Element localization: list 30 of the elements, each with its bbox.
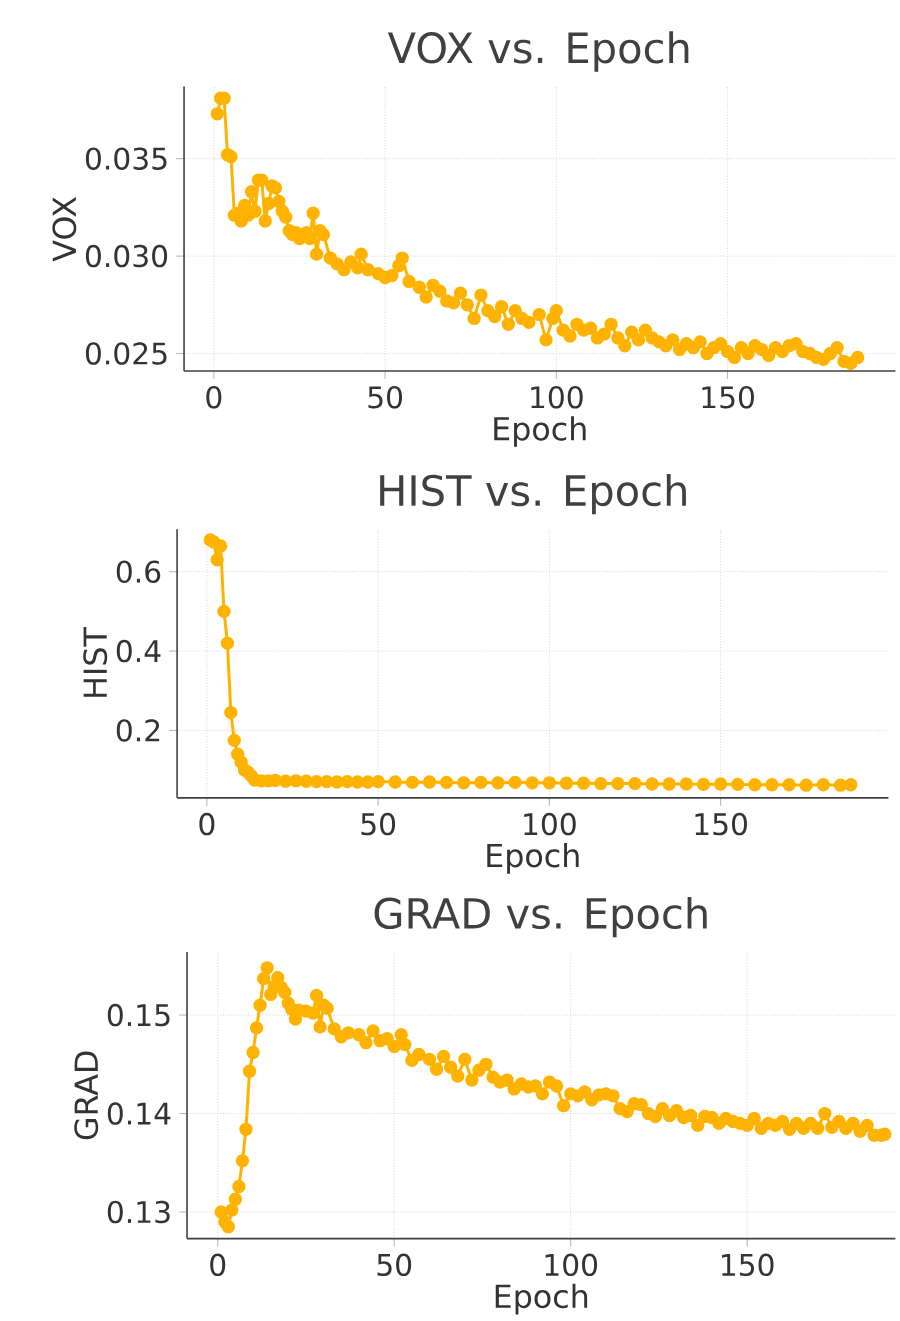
chart-title: HIST vs. Epoch bbox=[379, 474, 686, 515]
chart-title: VOX vs. Epoch bbox=[387, 31, 689, 72]
y-tick-label: 0.14 bbox=[107, 1102, 171, 1125]
x-tick-label: 0 bbox=[210, 1253, 226, 1277]
x-tick-label: 150 bbox=[702, 386, 754, 409]
x-axis-title: Epoch bbox=[495, 1283, 587, 1315]
y-tick-label: 0.2 bbox=[116, 719, 159, 742]
x-tick-label: 0 bbox=[199, 812, 215, 836]
y-axis-title: HIST bbox=[83, 627, 108, 697]
x-tick-label: 150 bbox=[721, 1253, 774, 1277]
x-tick-label: 100 bbox=[531, 386, 583, 409]
y-tick-label: 0.15 bbox=[107, 1003, 170, 1027]
x-tick-label: 50 bbox=[377, 1253, 411, 1277]
x-axis-title: Epoch bbox=[494, 416, 586, 447]
chart-title: GRAD vs. Epoch bbox=[374, 896, 707, 938]
y-tick-label: 0.13 bbox=[107, 1200, 170, 1224]
x-tick-label: 100 bbox=[545, 1253, 597, 1277]
y-tick-label: 0.6 bbox=[116, 560, 161, 583]
y-tick-label: 0.4 bbox=[116, 639, 161, 663]
y-axis-title: GRAD bbox=[74, 1051, 99, 1140]
y-tick-label: 0.030 bbox=[85, 244, 167, 268]
y-tick-label: 0.025 bbox=[85, 342, 167, 365]
x-tick-label: 50 bbox=[361, 812, 395, 836]
x-tick-label: 150 bbox=[695, 812, 747, 836]
x-tick-label: 100 bbox=[524, 812, 576, 836]
y-tick-label: 0.035 bbox=[85, 147, 167, 170]
x-axis-title: Epoch bbox=[487, 842, 579, 874]
x-tick-label: 50 bbox=[368, 386, 402, 409]
x-tick-label: 0 bbox=[206, 386, 222, 409]
y-axis-title: VOX bbox=[52, 196, 77, 262]
